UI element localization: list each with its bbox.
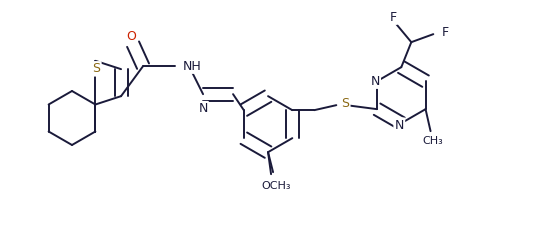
Text: N: N xyxy=(198,102,208,115)
Text: OCH₃: OCH₃ xyxy=(261,181,291,191)
Text: F: F xyxy=(390,11,397,24)
Text: CH₃: CH₃ xyxy=(422,136,443,146)
Text: S: S xyxy=(93,62,100,75)
Text: F: F xyxy=(441,26,449,39)
Text: S: S xyxy=(341,97,349,110)
Text: N: N xyxy=(371,75,380,88)
Text: N: N xyxy=(395,119,404,132)
Text: NH: NH xyxy=(183,60,202,73)
Text: O: O xyxy=(126,30,136,43)
